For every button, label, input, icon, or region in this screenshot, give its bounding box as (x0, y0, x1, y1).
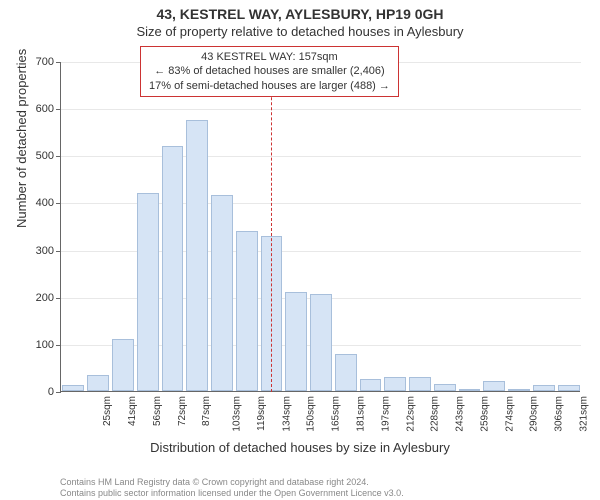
xtick-label: 41sqm (127, 396, 138, 426)
xtick-label: 150sqm (306, 396, 317, 432)
histogram-bar (508, 389, 530, 391)
xtick-label: 274sqm (504, 396, 515, 432)
info-line-2: ← 83% of detached houses are smaller (2,… (149, 64, 390, 78)
xtick-label: 103sqm (232, 396, 243, 432)
xtick-label: 72sqm (177, 396, 188, 426)
histogram-bar (434, 384, 456, 391)
histogram-bar (459, 389, 481, 391)
ytick-label: 200 (24, 292, 54, 304)
histogram-bar (137, 193, 159, 391)
y-axis-label: Number of detached properties (14, 49, 29, 228)
chart-container: 43, KESTREL WAY, AYLESBURY, HP19 0GH Siz… (0, 0, 600, 500)
ytick-label: 300 (24, 245, 54, 257)
xtick-label: 165sqm (331, 396, 342, 432)
xtick-label: 134sqm (281, 396, 292, 432)
histogram-bar (87, 375, 109, 392)
histogram-bar (112, 339, 134, 391)
ytick (56, 109, 61, 110)
xtick-label: 321sqm (578, 396, 589, 432)
histogram-bar (558, 385, 580, 391)
ytick (56, 203, 61, 204)
xtick-label: 212sqm (405, 396, 416, 432)
histogram-bar (285, 292, 307, 391)
property-marker-line (271, 62, 272, 392)
xtick-label: 197sqm (380, 396, 391, 432)
ytick (56, 345, 61, 346)
chart-area: 010020030040050060070025sqm41sqm56sqm72s… (60, 62, 580, 432)
histogram-bar (162, 146, 184, 391)
xtick-label: 290sqm (529, 396, 540, 432)
histogram-bar (483, 381, 505, 391)
plot-area: 010020030040050060070025sqm41sqm56sqm72s… (60, 62, 580, 392)
xtick-label: 119sqm (256, 396, 267, 431)
histogram-bar (384, 377, 406, 391)
histogram-bar (236, 231, 258, 391)
info-line-3: 17% of semi-detached houses are larger (… (149, 79, 390, 93)
ytick (56, 298, 61, 299)
ytick (56, 251, 61, 252)
histogram-bar (533, 385, 555, 391)
ytick-label: 100 (24, 339, 54, 351)
xtick-label: 243sqm (455, 396, 466, 432)
ytick-label: 0 (24, 386, 54, 398)
info-line-1: 43 KESTREL WAY: 157sqm (149, 50, 390, 64)
gridline (61, 156, 581, 157)
xtick-label: 56sqm (152, 396, 163, 426)
xtick-label: 181sqm (356, 396, 367, 432)
title-main: 43, KESTREL WAY, AYLESBURY, HP19 0GH (0, 6, 600, 22)
histogram-bar (186, 120, 208, 391)
histogram-bar (335, 354, 357, 391)
histogram-bar (310, 294, 332, 391)
title-sub: Size of property relative to detached ho… (0, 24, 600, 39)
histogram-bar (62, 385, 84, 391)
gridline (61, 109, 581, 110)
xtick-label: 87sqm (201, 396, 212, 426)
x-axis-label: Distribution of detached houses by size … (0, 440, 600, 455)
footer-line-2: Contains public sector information licen… (60, 488, 404, 498)
xtick-label: 25sqm (102, 396, 113, 426)
ytick (56, 392, 61, 393)
footer: Contains HM Land Registry data © Crown c… (60, 477, 404, 498)
xtick-label: 228sqm (430, 396, 441, 432)
xtick-label: 259sqm (479, 396, 490, 432)
footer-line-1: Contains HM Land Registry data © Crown c… (60, 477, 404, 487)
histogram-bar (211, 195, 233, 391)
histogram-bar (360, 379, 382, 391)
ytick (56, 156, 61, 157)
xtick-label: 306sqm (554, 396, 565, 432)
ytick (56, 62, 61, 63)
info-box: 43 KESTREL WAY: 157sqm ← 83% of detached… (140, 46, 399, 97)
histogram-bar (409, 377, 431, 391)
